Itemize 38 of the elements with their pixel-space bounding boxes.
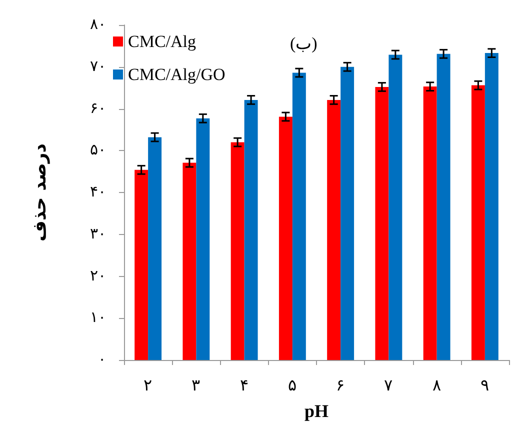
- x-tick-label: ۶: [336, 378, 346, 394]
- x-tick-label: ۴: [240, 378, 249, 394]
- x-tick-label: ۵: [288, 378, 297, 394]
- bar: [196, 118, 210, 360]
- y-tick-label: ۲۰: [90, 268, 106, 284]
- y-tick-label: ۸۰: [90, 17, 106, 33]
- y-tick-label: ۶۰: [90, 100, 106, 117]
- y-tick-label: ۴۰: [90, 184, 106, 200]
- y-tick-label: ۱۰: [90, 310, 106, 326]
- y-tick-label: ۰: [98, 352, 106, 368]
- legend-label: CMC/Alg: [128, 32, 197, 51]
- legend-label: CMC/Alg/GO: [128, 65, 226, 84]
- bar: [471, 85, 485, 360]
- bar: [484, 53, 498, 360]
- bar: [423, 86, 437, 360]
- y-tick-label: ۵۰: [90, 142, 106, 159]
- bar: [230, 142, 244, 360]
- x-tick-label: ۲: [144, 378, 153, 394]
- x-tick-label: ۹: [480, 378, 490, 394]
- x-tick-label: ۸: [432, 378, 442, 394]
- bar: [278, 116, 292, 360]
- y-tick-label: ۳۰: [90, 226, 106, 242]
- bar: [182, 162, 196, 360]
- bar: [148, 137, 162, 360]
- bar: [375, 86, 389, 360]
- annotation: (ب): [290, 34, 318, 53]
- x-tick-label: ۳: [192, 378, 201, 394]
- bar: [388, 54, 402, 360]
- bar: [134, 170, 148, 360]
- bar: [292, 72, 306, 360]
- bar: [244, 100, 258, 360]
- y-tick-label: ۷۰: [90, 58, 106, 75]
- y-axis-title: درصد حذف: [30, 144, 50, 242]
- bar: [327, 100, 341, 360]
- bar: [436, 54, 450, 360]
- x-tick-label: ۷: [384, 378, 394, 394]
- x-axis-title: pH: [304, 401, 329, 421]
- bar: [340, 66, 354, 360]
